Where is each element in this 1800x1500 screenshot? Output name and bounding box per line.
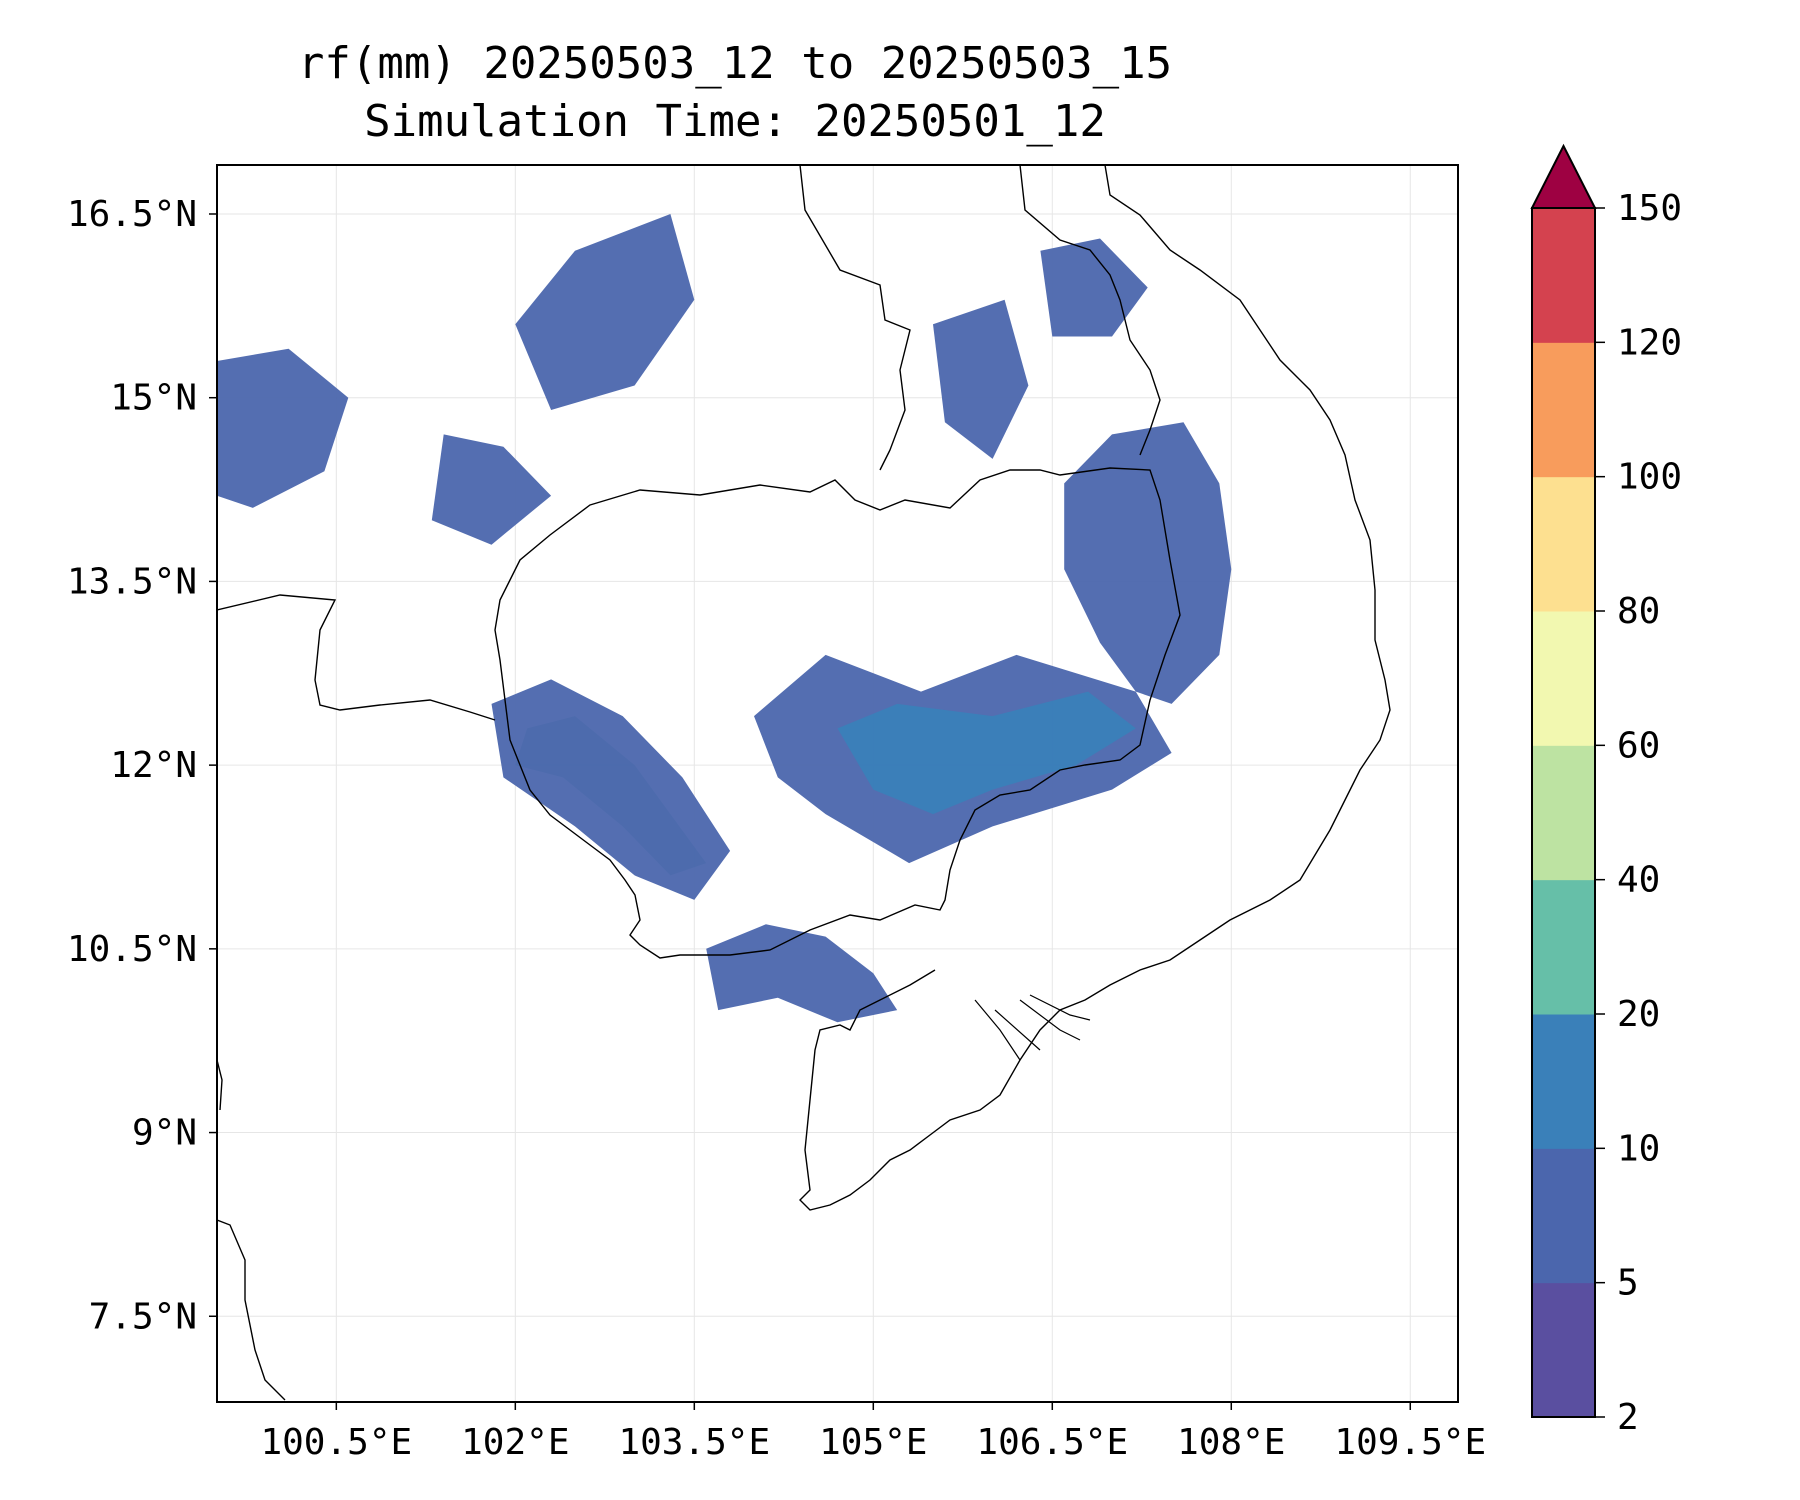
colorbar-segments <box>1532 208 1595 1418</box>
x-tick-label: 102°E <box>461 1422 569 1463</box>
colorbar-tick-label: 10 <box>1617 1128 1660 1169</box>
colorbar-tick-label: 2 <box>1617 1397 1639 1438</box>
map-frame <box>216 164 1459 1403</box>
malay-peninsula-coast <box>217 1219 286 1401</box>
x-tick-label: 100.5°E <box>260 1422 412 1463</box>
colorbar-tick-label: 120 <box>1617 322 1682 363</box>
vietnam-coastline <box>799 165 1391 1211</box>
colorbar-tick-label: 150 <box>1617 188 1682 229</box>
colorbar-tick-label: 100 <box>1617 457 1682 498</box>
y-tick-label: 9°N <box>132 1113 197 1154</box>
west-gulf-coast <box>217 1059 223 1111</box>
colorbar-segment <box>1532 1282 1595 1418</box>
colorbar: 2 5 10 20 40 60 80 100 120 150 <box>1530 143 1682 1438</box>
mekong-delta-channels <box>974 994 1091 1061</box>
colorbar-segment <box>1532 208 1595 343</box>
latitude-ticks: 16.5°N 15°N 13.5°N 12°N 10.5°N 9°N 7.5°N <box>67 194 217 1337</box>
rain-area-cardamom-coast-fringe <box>491 679 731 900</box>
colorbar-segment <box>1532 476 1595 612</box>
rain-area-west-edge <box>217 348 349 508</box>
y-tick-label: 13.5°N <box>67 561 197 602</box>
y-tick-label: 16.5°N <box>67 194 197 235</box>
y-tick-label: 10.5°N <box>67 929 197 970</box>
colorbar-segment <box>1532 879 1595 1015</box>
colorbar-tick-label: 80 <box>1617 591 1660 632</box>
x-tick-label: 108°E <box>1177 1422 1285 1463</box>
y-tick-label: 12°N <box>110 745 197 786</box>
colorbar-frame <box>1531 207 1596 1418</box>
rain-area-northwest-thailand <box>515 214 695 410</box>
colorbar-ticks: 2 5 10 20 40 60 80 100 120 150 <box>1595 188 1682 1438</box>
colorbar-segment <box>1532 1148 1595 1284</box>
x-tick-label: 105°E <box>819 1422 927 1463</box>
y-tick-label: 15°N <box>110 378 197 419</box>
rain-area-southern-vietnam-coast <box>706 924 898 1023</box>
colorbar-segment <box>1532 611 1595 746</box>
x-tick-label: 109.5°E <box>1334 1422 1486 1463</box>
rain-area-west-thailand-center <box>431 434 552 545</box>
colorbar-tick-label: 20 <box>1617 994 1660 1035</box>
cambodia-border <box>494 467 1181 959</box>
rain-area-northeast-cambodia-vietnam-border <box>1064 422 1232 704</box>
chart-subtitle: Simulation Time: 20250501_12 <box>364 96 1106 147</box>
x-tick-label: 103.5°E <box>618 1422 770 1463</box>
rain-area-northeast-laos <box>1040 238 1148 337</box>
colorbar-extend-arrow <box>1530 143 1597 209</box>
colorbar-segment <box>1532 1014 1595 1149</box>
laos-thailand-border <box>799 165 1161 471</box>
colorbar-tick-label: 40 <box>1617 860 1660 901</box>
colorbar-segment <box>1532 342 1595 478</box>
chart-title: rf(mm) 20250503_12 to 20250503_15 <box>297 38 1173 89</box>
rain-area-north-laos <box>933 299 1029 459</box>
y-tick-label: 7.5°N <box>89 1296 197 1337</box>
precipitation-fields <box>217 214 1232 1023</box>
colorbar-segment <box>1532 745 1595 881</box>
rain-area-central-cambodia-core <box>837 691 1136 815</box>
colorbar-tick-label: 5 <box>1617 1263 1639 1304</box>
x-tick-label: 106.5°E <box>976 1422 1128 1463</box>
colorbar-tick-label: 60 <box>1617 725 1660 766</box>
thailand-cambodia-border <box>217 594 496 721</box>
longitude-ticks: 100.5°E 102°E 103.5°E 105°E 106.5°E 108°E 109.… <box>260 1402 1486 1463</box>
country-borders <box>217 165 1391 1401</box>
